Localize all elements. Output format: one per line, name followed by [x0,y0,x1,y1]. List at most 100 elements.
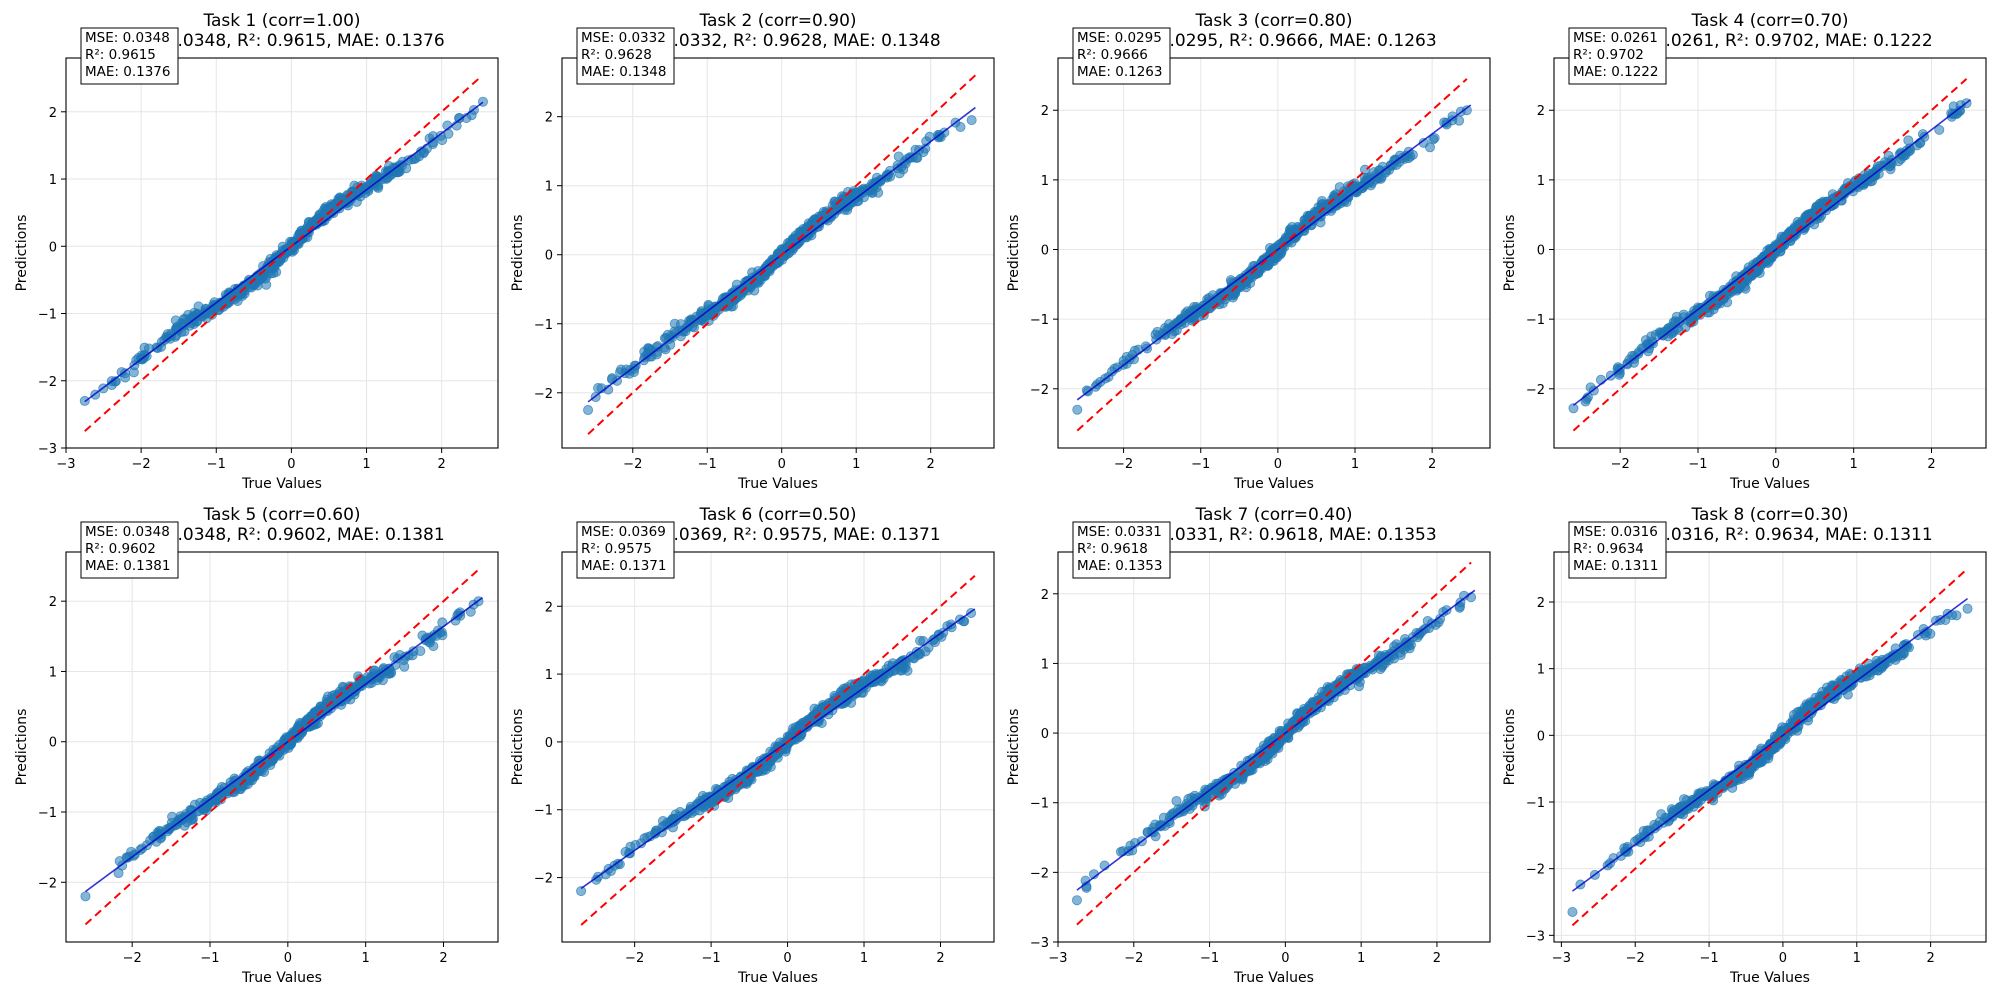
scatter-points [1072,105,1472,415]
scatter-point [1168,810,1179,821]
y-tick-label: 0 [1537,729,1545,744]
y-tick-label: 0 [49,240,57,255]
fit-line [1571,598,1969,892]
x-tick-label: 0 [1274,457,1282,472]
scatter-point [1387,160,1398,171]
x-tick-label: 0 [1772,457,1780,472]
y-tick-label: 2 [545,111,553,126]
scatter-point [1461,105,1472,116]
scatter-point [113,868,124,879]
scatter-point [1176,319,1187,330]
subplot-6: −2 −1 0 1 2 −2 −1 0 1 2 True Values Predictions Task… [510,505,995,986]
grid [562,58,994,448]
scatter-point [1774,239,1785,250]
scatter-point [213,305,224,316]
x-ticks: −2 −1 0 1 2 [1611,448,1936,472]
scatter-point [179,820,190,831]
scatter-point [215,794,226,805]
x-tick-label: 2 [1926,951,1934,966]
subplot-8: −3 −2 −1 0 1 2 −3 −2 −1 0 1 2 True Values Predictions… [1502,505,1987,986]
stats-box-frame [80,27,179,85]
scatter-point [176,318,187,329]
subplot-title: Task 7 (corr=0.40) [1194,505,1352,525]
scatter-point [661,332,672,343]
x-tick-label: 1 [362,951,370,966]
stats-box-line: R²: 0.9602 [85,541,156,557]
x-tick-label: 1 [1850,457,1858,472]
y-tick-label: 0 [1041,244,1049,259]
subplot-title: Task 4 (corr=0.70) [1690,11,1848,31]
x-tick-label: −2 [1626,951,1645,966]
stats-box-line: MSE: 0.0295 [1077,30,1162,46]
scatter-point [1334,182,1345,193]
fit-line [580,608,976,890]
scatter-point [1736,279,1747,290]
scatter-point [915,635,926,646]
stats-box-line: R²: 0.9618 [1077,541,1148,557]
scatter-point [1454,602,1465,613]
scatter-point [1071,895,1082,906]
axes-frame [1057,57,1491,449]
y-tick-label: 2 [49,106,57,121]
x-tick-label: −2 [1124,951,1143,966]
y-ticks: −2 −1 0 1 2 [1526,104,1554,398]
x-axis-label: True Values [1233,476,1314,492]
subplot-4: −2 −1 0 1 2 −2 −1 0 1 2 True Values Predictions Task… [1502,11,1987,492]
y-tick-label: 1 [1537,174,1545,189]
subplot-5: −2 −1 0 1 2 −2 −1 0 1 2 True Values Predictions Task… [14,505,499,986]
stats-box-line: MSE: 0.0369 [581,524,666,540]
scatter-point [183,309,194,320]
scatter-point [1722,297,1733,308]
x-tick-label: 0 [1281,951,1289,966]
x-tick-label: −1 [200,951,219,966]
scatter-point [269,262,280,273]
y-tick-label: 1 [545,668,553,683]
scatter-point [1118,355,1129,366]
stats-box-line: MSE: 0.0261 [1573,30,1658,46]
scatter-point [1853,668,1864,679]
scatter-point [1140,341,1151,352]
scatter-point [1429,132,1440,143]
y-tick-label: 2 [49,595,57,610]
stats-box-frame [1072,521,1171,579]
y-tick-label: 1 [49,173,57,188]
y-tick-label: −1 [534,804,553,819]
scatter-point [1081,385,1092,396]
stats-box-frame [576,521,675,579]
fit-line [1076,589,1476,891]
scatter-point [1595,374,1606,385]
scatter-point [1646,331,1657,342]
scatter-point [808,711,819,722]
y-tick-label: 2 [1041,104,1049,119]
subplot-title: Task 8 (corr=0.30) [1690,505,1848,525]
scatter-point [955,122,966,133]
scatter-point [466,110,477,121]
scatter-point [1216,789,1227,800]
x-tick-label: 0 [783,951,791,966]
plot-area [1568,78,1972,432]
scatter-point [1454,115,1465,126]
y-axis-label: Predictions [510,709,526,786]
scatter-point [1901,145,1912,156]
scatter-point [966,115,977,126]
y-axis-label: Predictions [14,215,30,292]
stats-box-line: R²: 0.9634 [1573,541,1644,557]
scatter-point [1962,603,1973,614]
scatter-point [1903,135,1914,146]
x-tick-label: −1 [1699,951,1718,966]
x-axis-label: True Values [737,476,818,492]
axes-frame [1553,57,1987,449]
x-tick-label: −2 [623,457,642,472]
subplot-7: −3 −2 −1 0 1 2 −3 −2 −1 0 1 2 True Values Predictions… [1006,505,1491,986]
scatter-point [894,168,905,179]
scatter-point [1322,681,1333,692]
scatter-point [1158,328,1169,339]
y-tick-label: −2 [38,876,57,891]
scatter-point [437,135,448,146]
y-tick-label: −1 [534,318,553,333]
axes-frame [65,57,499,449]
subplot-metrics-title: MSE: 0.0369, R²: 0.9575, MAE: 0.1371 [615,525,940,545]
x-tick-label: 2 [936,951,944,966]
